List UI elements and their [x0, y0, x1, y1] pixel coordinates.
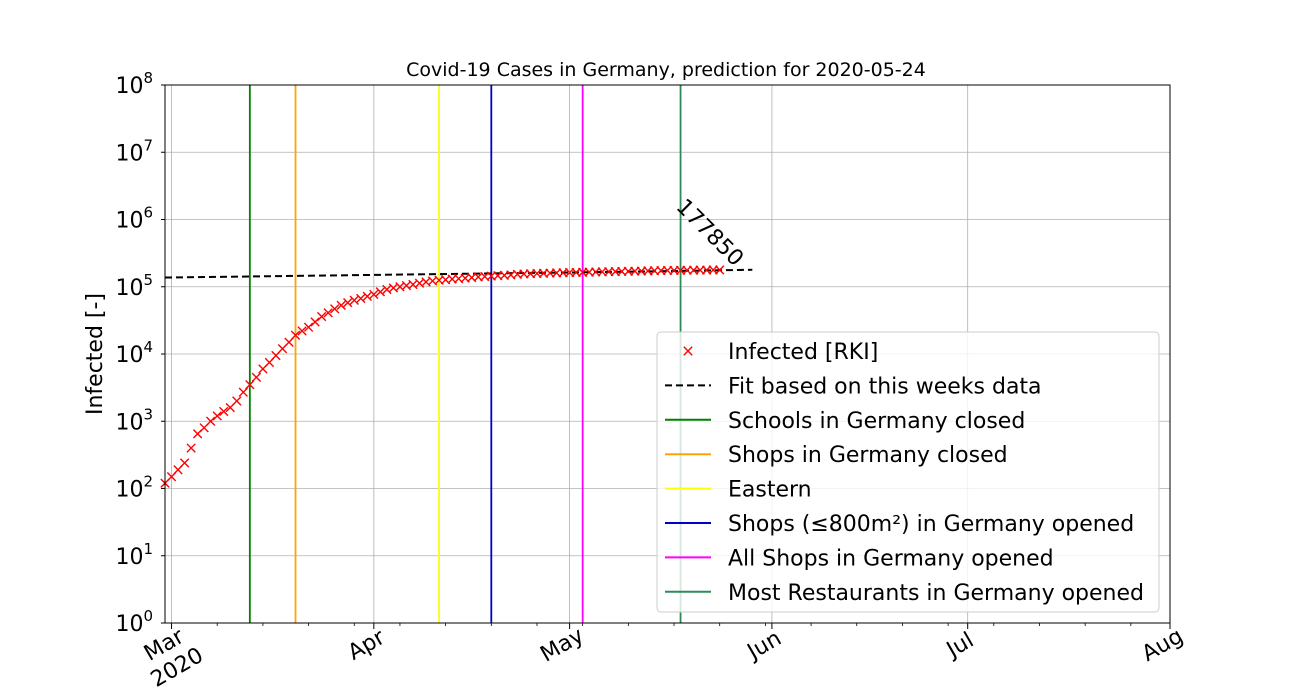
chart-title-text: Covid-19 Cases in Germany, prediction fo…	[406, 59, 926, 81]
annotation-text: 177850	[671, 194, 748, 271]
x-tick-label: Apr	[344, 625, 390, 666]
annotation: 177850	[671, 194, 748, 271]
y-tick-label: 104	[115, 338, 153, 368]
data-point	[715, 265, 725, 275]
y-tick-label: 100	[115, 607, 153, 637]
y-tick-label: 108	[115, 69, 153, 99]
data-point	[323, 308, 333, 318]
data-point	[219, 406, 229, 417]
legend-label: Infected [RKI]	[728, 340, 878, 365]
y-tick-label: 105	[115, 271, 153, 301]
data-point	[369, 289, 379, 300]
y-axis-label-text: Infected [-]	[83, 293, 108, 415]
data-point	[238, 387, 249, 397]
y-tick-label: 106	[115, 204, 153, 234]
data-point	[356, 293, 366, 304]
data-point	[310, 317, 320, 327]
data-point	[212, 411, 222, 421]
legend-label: All Shops in Germany opened	[728, 546, 1054, 571]
chart-title: Covid-19 Cases in Germany, prediction fo…	[406, 59, 926, 81]
x-tick-label-text: Aug	[1138, 624, 1188, 667]
data-point	[232, 396, 242, 406]
y-tick-label: 103	[115, 405, 153, 435]
data-point	[375, 287, 386, 297]
x-tick-label: May	[536, 623, 588, 667]
y-axis-label: Infected [-]	[83, 293, 108, 415]
data-point	[297, 326, 307, 336]
data-point	[343, 297, 353, 308]
data-point	[303, 322, 314, 332]
x-tick-label-text: May	[536, 623, 588, 667]
legend-label: Shops in Germany closed	[728, 443, 1008, 468]
data-point	[290, 330, 301, 340]
x-tick-label: Jun	[742, 626, 786, 666]
y-tick-label: 102	[115, 473, 153, 503]
legend-label: Fit based on this weeks data	[728, 374, 1042, 399]
x-tick-label-text: Jul	[941, 628, 978, 664]
x-tick-label: Jul	[941, 628, 978, 664]
data-point	[349, 295, 359, 305]
x-tick-label-text: Jun	[742, 626, 786, 666]
data-point	[186, 443, 196, 453]
data-point	[251, 372, 262, 383]
legend-label: Most Restaurants in Germany opened	[728, 581, 1144, 606]
data-point	[362, 291, 372, 302]
x-tick-label-text: Apr	[344, 625, 390, 666]
legend-box	[656, 331, 1160, 613]
legend-label: Schools in Germany closed	[728, 409, 1025, 434]
data-point	[336, 300, 346, 310]
legend-label: Shops (≤800m²) in Germany opened	[728, 512, 1134, 537]
infected-series	[160, 265, 725, 488]
data-point	[329, 304, 340, 314]
x-tick-label: Aug	[1138, 624, 1188, 667]
data-point	[205, 416, 216, 426]
data-point	[179, 458, 190, 468]
legend-label: Eastern	[728, 478, 812, 503]
data-point	[316, 311, 327, 322]
y-tick-label: 107	[115, 136, 153, 166]
y-tick-label: 101	[115, 540, 153, 570]
legend-marker	[683, 346, 693, 356]
legend: Infected [RKI] Fit based on this weeks da…	[656, 331, 1160, 613]
